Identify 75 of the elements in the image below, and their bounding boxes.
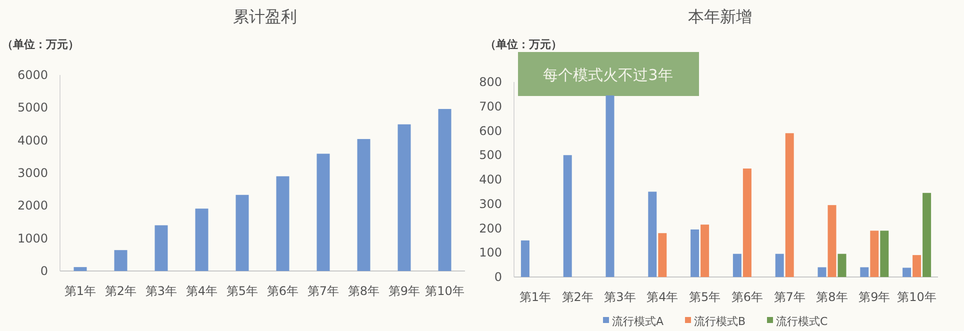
y-tick-label: 6000: [17, 68, 48, 82]
bar: [236, 194, 249, 271]
legend-label: 流行模式B: [694, 315, 746, 328]
y-tick-label: 2000: [17, 198, 48, 213]
bar: [114, 250, 128, 271]
bar: [870, 230, 879, 277]
note-box: 每个模式火不过3年: [518, 52, 699, 96]
x-tick-label: 第10年: [897, 290, 936, 304]
bar: [316, 154, 330, 271]
y-tick-label: 4000: [17, 133, 48, 148]
bar: [732, 254, 742, 277]
bar: [860, 267, 869, 277]
bar: [658, 233, 667, 277]
bar: [357, 139, 370, 271]
x-tick-label: 第7年: [774, 290, 806, 304]
bar: [775, 254, 784, 277]
y-tick-label: 100: [479, 246, 502, 260]
x-tick-label: 第4年: [646, 290, 678, 304]
y-tick-label: 0: [40, 264, 48, 278]
y-axis-title: （单位：万元）: [485, 38, 562, 51]
y-tick-label: 3000: [17, 166, 48, 180]
bar: [922, 192, 932, 277]
bar: [648, 192, 657, 277]
annotation: 每个模式火不过3年: [543, 66, 673, 84]
x-tick-label: 第2年: [562, 290, 594, 304]
x-tick-label: 第3年: [604, 290, 636, 304]
chart-title: 累计盈利: [233, 7, 297, 26]
x-tick-label: 第7年: [307, 284, 340, 298]
x-tick-label: 第5年: [226, 284, 258, 298]
y-tick-label: 0: [494, 270, 502, 284]
bar: [818, 267, 826, 277]
x-tick-label: 第8年: [348, 284, 380, 298]
y-tick-label: 400: [479, 172, 502, 186]
x-tick-label: 第1年: [64, 284, 96, 298]
y-tick-label: 5000: [17, 100, 48, 115]
x-tick-label: 第6年: [731, 290, 764, 304]
x-tick-label: 第9年: [858, 290, 890, 304]
x-tick-label: 第5年: [688, 290, 721, 304]
y-tick-label: 300: [479, 196, 502, 211]
x-tick-label: 第9年: [388, 284, 420, 298]
bar: [276, 176, 290, 271]
x-tick-label: 第10年: [425, 284, 464, 298]
bar: [520, 240, 530, 277]
y-tick-label: 500: [479, 148, 502, 162]
bar: [563, 155, 572, 277]
x-tick-label: 第8年: [816, 290, 848, 304]
bar: [606, 95, 614, 277]
y-tick-label: 600: [479, 124, 502, 138]
bar: [154, 225, 168, 271]
bar: [195, 208, 208, 271]
y-tick-label: 700: [479, 99, 502, 114]
x-tick-label: 第6年: [266, 284, 299, 298]
bar: [74, 267, 87, 271]
y-axis-title: （单位：万元）: [2, 38, 79, 51]
bar: [398, 124, 411, 271]
bar: [690, 229, 700, 277]
bar: [742, 168, 752, 277]
bar: [880, 230, 889, 277]
chart-title: 本年新增: [688, 7, 752, 26]
bar: [785, 133, 794, 277]
bar: [912, 255, 922, 277]
x-tick-label: 第2年: [104, 284, 137, 298]
bar: [902, 268, 912, 277]
y-tick-label: 1000: [17, 231, 48, 246]
legend-label: 流行模式A: [612, 315, 664, 328]
bar: [438, 108, 452, 271]
x-tick-label: 第4年: [186, 284, 218, 298]
bar: [828, 205, 836, 277]
legend-label: 流行模式C: [776, 315, 828, 328]
bar: [838, 254, 846, 277]
y-tick-label: 800: [479, 75, 502, 89]
bar: [700, 224, 710, 277]
x-tick-label: 第3年: [145, 284, 178, 298]
y-tick-label: 200: [479, 221, 502, 236]
x-tick-label: 第1年: [519, 290, 552, 304]
